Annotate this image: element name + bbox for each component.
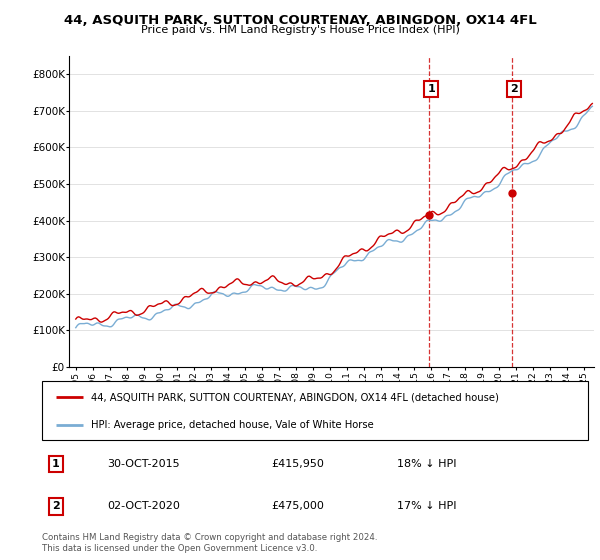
Text: Contains HM Land Registry data © Crown copyright and database right 2024.
This d: Contains HM Land Registry data © Crown c… — [42, 533, 377, 553]
Text: 2: 2 — [511, 84, 518, 94]
Text: 17% ↓ HPI: 17% ↓ HPI — [397, 501, 457, 511]
Text: £415,950: £415,950 — [271, 459, 324, 469]
Text: 02-OCT-2020: 02-OCT-2020 — [107, 501, 181, 511]
FancyBboxPatch shape — [42, 381, 588, 440]
Text: 1: 1 — [52, 459, 59, 469]
Text: 2: 2 — [52, 501, 59, 511]
Text: 1: 1 — [427, 84, 435, 94]
Text: 30-OCT-2015: 30-OCT-2015 — [107, 459, 180, 469]
Text: Price paid vs. HM Land Registry's House Price Index (HPI): Price paid vs. HM Land Registry's House … — [140, 25, 460, 35]
Text: 44, ASQUITH PARK, SUTTON COURTENAY, ABINGDON, OX14 4FL: 44, ASQUITH PARK, SUTTON COURTENAY, ABIN… — [64, 14, 536, 27]
Text: 44, ASQUITH PARK, SUTTON COURTENAY, ABINGDON, OX14 4FL (detached house): 44, ASQUITH PARK, SUTTON COURTENAY, ABIN… — [91, 392, 499, 402]
Text: HPI: Average price, detached house, Vale of White Horse: HPI: Average price, detached house, Vale… — [91, 420, 374, 430]
Text: 18% ↓ HPI: 18% ↓ HPI — [397, 459, 457, 469]
Text: £475,000: £475,000 — [271, 501, 324, 511]
